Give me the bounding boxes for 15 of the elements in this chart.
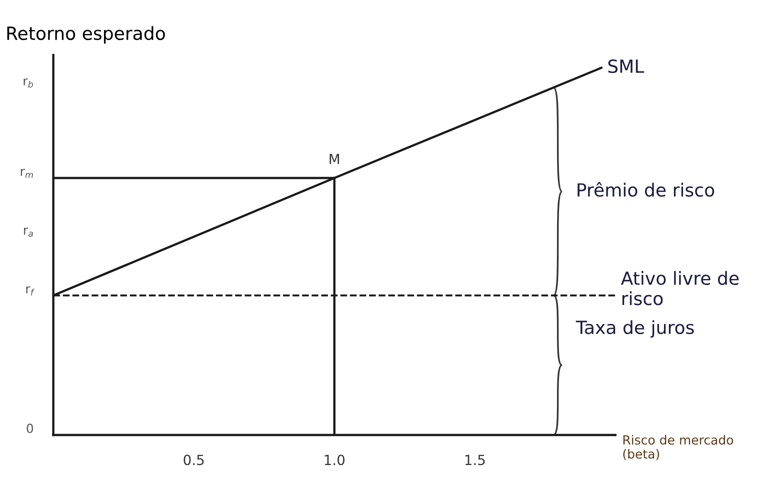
x-axis-title: Risco de mercado (beta) [623, 434, 734, 460]
x-tick-label: 1.5 [465, 454, 485, 466]
x-tick-label: 1.0 [324, 454, 344, 466]
annotation: r$_{m}$ [20, 168, 33, 178]
text: r$_{a}$ [24, 228, 33, 237]
x-tick-label: 0.5 [184, 454, 204, 466]
annotation: Ativo livre de risco [620, 271, 739, 306]
text: r$_{b}$ [24, 78, 34, 88]
annotation: Taxa de juros [576, 320, 694, 338]
annotation: M [330, 154, 340, 164]
annotation: r$_{f}$ [26, 286, 35, 296]
text: 0 [26, 424, 34, 434]
y-axis-title: Retorno esperado [7, 26, 165, 44]
series-label: SML [608, 59, 644, 74]
annotation: Prêmio de risco [578, 182, 714, 197]
